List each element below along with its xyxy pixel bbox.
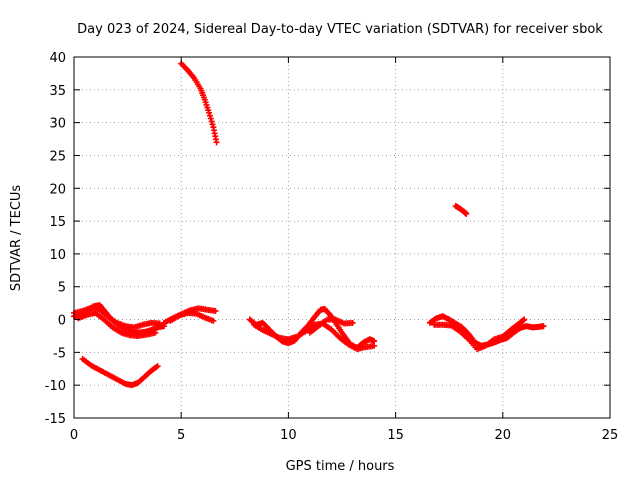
data-point bbox=[209, 121, 216, 128]
x-axis-ticks: 0 5 10 15 20 25 bbox=[70, 57, 618, 443]
x-tick-label: 25 bbox=[602, 428, 619, 443]
data-point bbox=[208, 118, 215, 125]
y-axis-ticks: -15 -10 -5 0 5 10 15 20 25 30 35 40 bbox=[45, 51, 610, 427]
data-point bbox=[206, 112, 213, 119]
x-tick-label: 20 bbox=[495, 428, 512, 443]
data-point bbox=[212, 308, 219, 315]
data-point bbox=[152, 329, 159, 336]
data-point bbox=[210, 317, 217, 324]
y-tick-label: -5 bbox=[53, 346, 66, 361]
series-track-f bbox=[79, 355, 161, 389]
y-tick-label: 35 bbox=[49, 84, 66, 99]
series-track-g bbox=[178, 60, 220, 146]
x-tick-label: 10 bbox=[280, 428, 297, 443]
grid-lines bbox=[74, 57, 610, 418]
y-tick-label: -10 bbox=[45, 379, 66, 394]
x-tick-label: 0 bbox=[70, 428, 78, 443]
data-point bbox=[213, 139, 220, 146]
series-track-i bbox=[251, 320, 378, 353]
data-point bbox=[207, 115, 214, 122]
y-tick-label: 25 bbox=[49, 149, 66, 164]
data-point bbox=[371, 342, 378, 349]
data-point bbox=[349, 319, 356, 326]
y-tick-label: 30 bbox=[49, 117, 66, 132]
data-point bbox=[463, 210, 470, 217]
series-track-e bbox=[167, 309, 217, 324]
data-point bbox=[540, 323, 547, 330]
data-point bbox=[206, 109, 213, 116]
data-series bbox=[71, 60, 547, 389]
x-axis-label: GPS time / hours bbox=[286, 459, 395, 474]
y-tick-label: 5 bbox=[58, 281, 66, 296]
y-tick-label: 10 bbox=[49, 248, 66, 263]
plot-frame bbox=[73, 56, 611, 419]
chart-title: Day 023 of 2024, Sidereal Day-to-day VTE… bbox=[77, 22, 603, 37]
y-tick-label: -15 bbox=[45, 412, 66, 427]
series-track-l bbox=[431, 316, 528, 353]
y-tick-label: 0 bbox=[58, 314, 66, 329]
series-track-c bbox=[75, 309, 159, 339]
x-tick-label: 15 bbox=[387, 428, 404, 443]
x-tick-label: 5 bbox=[177, 428, 185, 443]
series-track-m bbox=[452, 202, 470, 217]
y-tick-label: 40 bbox=[49, 51, 66, 66]
series-track-j bbox=[306, 316, 356, 336]
y-axis-label: SDTVAR / TECUs bbox=[9, 185, 24, 292]
series-track-b bbox=[71, 304, 163, 331]
y-tick-label: 15 bbox=[49, 215, 66, 230]
data-point bbox=[154, 363, 161, 370]
y-tick-label: 20 bbox=[49, 182, 66, 197]
data-point bbox=[521, 316, 528, 323]
